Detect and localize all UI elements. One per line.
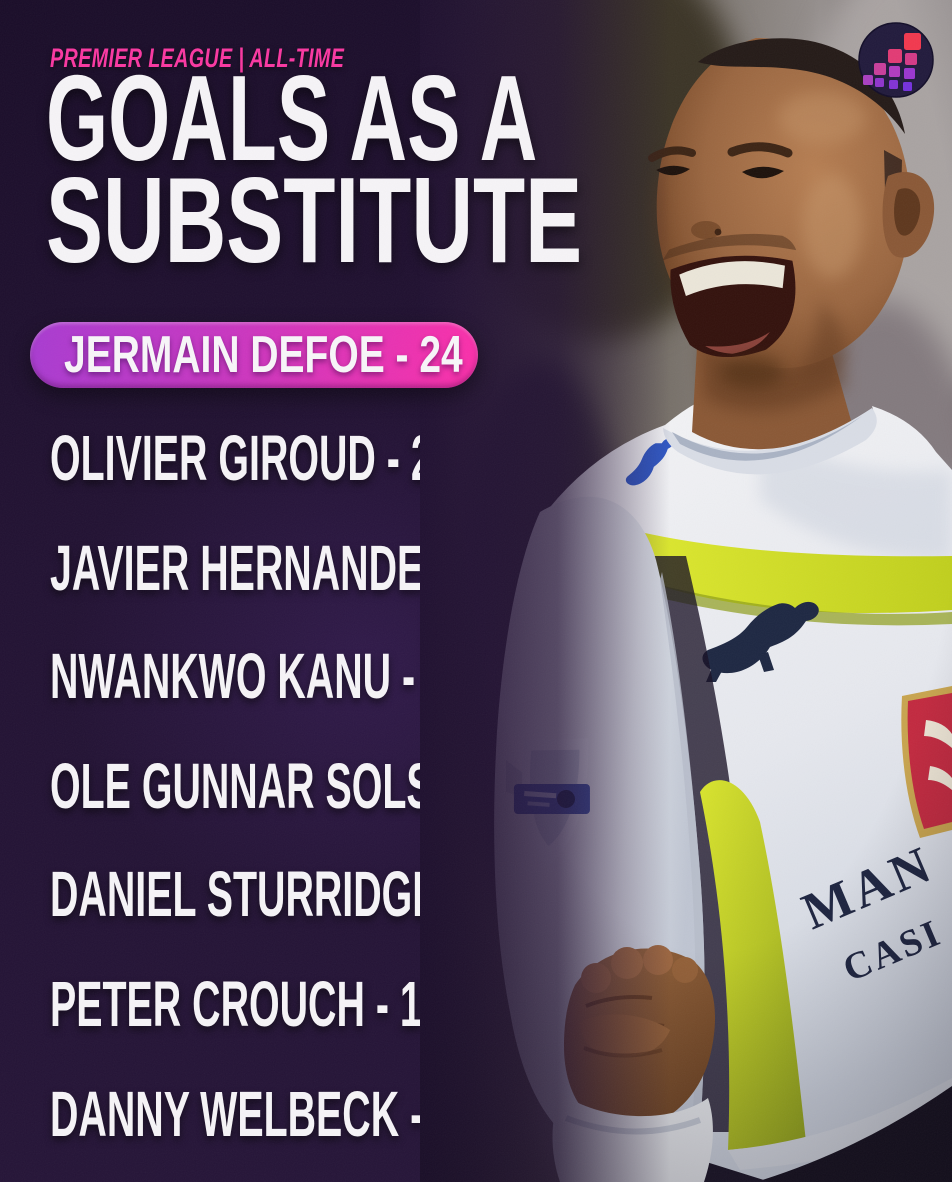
title-line-2: SUBSTITUTE bbox=[46, 152, 583, 288]
leader-badge: JERMAIN DEFOE - 24 bbox=[30, 322, 478, 388]
page-title: GOALS AS A SUBSTITUTE bbox=[46, 57, 812, 288]
stats-staircase-logo-icon bbox=[858, 22, 934, 98]
leader-label: JERMAIN DEFOE - 24 bbox=[64, 326, 463, 384]
